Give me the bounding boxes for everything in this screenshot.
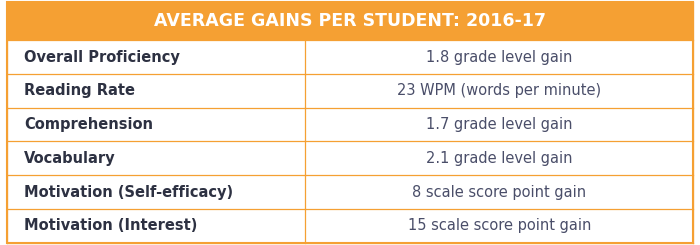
Text: 23 WPM (words per minute): 23 WPM (words per minute) <box>397 84 601 98</box>
Text: Vocabulary: Vocabulary <box>24 151 116 166</box>
Text: Motivation (Self-efficacy): Motivation (Self-efficacy) <box>24 184 233 199</box>
Text: 15 scale score point gain: 15 scale score point gain <box>407 218 591 233</box>
Text: Reading Rate: Reading Rate <box>24 84 135 98</box>
Bar <box>7 175 693 209</box>
Text: 1.7 grade level gain: 1.7 grade level gain <box>426 117 573 132</box>
Text: Comprehension: Comprehension <box>24 117 153 132</box>
Text: AVERAGE GAINS PER STUDENT: 2016-17: AVERAGE GAINS PER STUDENT: 2016-17 <box>154 12 546 30</box>
Bar <box>7 2 693 40</box>
Text: 2.1 grade level gain: 2.1 grade level gain <box>426 151 573 166</box>
Text: 1.8 grade level gain: 1.8 grade level gain <box>426 50 573 65</box>
Bar <box>7 74 693 108</box>
Bar <box>7 108 693 141</box>
Text: 8 scale score point gain: 8 scale score point gain <box>412 184 587 199</box>
Text: Overall Proficiency: Overall Proficiency <box>24 50 180 65</box>
Bar <box>7 209 693 243</box>
Text: Motivation (Interest): Motivation (Interest) <box>24 218 197 233</box>
Bar <box>7 141 693 175</box>
Bar <box>7 40 693 74</box>
